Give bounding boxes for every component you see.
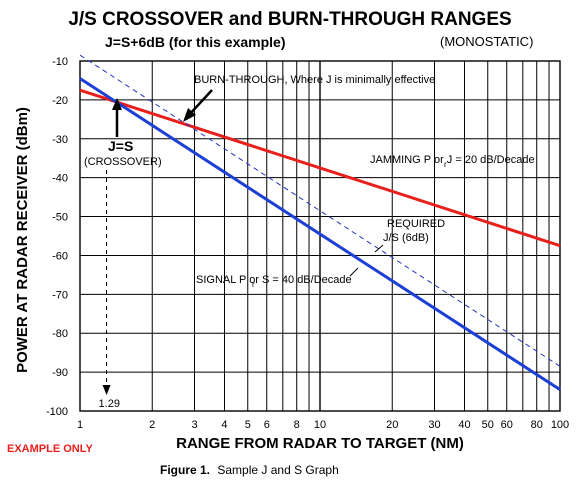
grid bbox=[80, 61, 560, 411]
axes bbox=[79, 60, 561, 412]
x-tick-label: 1 bbox=[77, 419, 83, 431]
example-only-label: EXAMPLE ONLY bbox=[7, 443, 93, 455]
y-tick-label: -40 bbox=[52, 173, 68, 185]
required-js-annotation: J/S (6dB) bbox=[383, 232, 429, 244]
crossover-value-label: 1.29 bbox=[99, 398, 120, 410]
burn-through-annotation: BURN-THROUGH, Where J is minimally effec… bbox=[194, 74, 435, 86]
x-axis-label: RANGE FROM RADAR TO TARGET (NM) bbox=[176, 435, 464, 452]
plot-frame bbox=[79, 60, 561, 412]
y-tick-label: -100 bbox=[46, 406, 68, 418]
required-annotation: REQUIRED bbox=[387, 218, 445, 230]
y-tick-label: -50 bbox=[52, 212, 68, 224]
x-tick-label: 30 bbox=[428, 419, 440, 431]
signal-subscript: r bbox=[252, 280, 255, 289]
x-tick-label: 20 bbox=[386, 419, 398, 431]
y-axis-label: POWER AT RADAR RECEIVER (dBm) bbox=[14, 107, 31, 373]
jamming-annotation: JAMMING P or J = 20 dB/Decade bbox=[370, 154, 535, 166]
y-tick-label: -60 bbox=[52, 250, 68, 262]
js-annotation: J=S bbox=[108, 138, 133, 154]
figure-label: Figure 1. bbox=[160, 463, 210, 477]
burn-through-arrow-head bbox=[183, 108, 196, 122]
y-tick-label: -20 bbox=[52, 95, 68, 107]
figure-caption: Figure 1. Sample J and S Graph bbox=[160, 463, 339, 477]
crossover-drop-arrow-head bbox=[102, 385, 111, 395]
x-tick-label: 50 bbox=[482, 419, 494, 431]
figure-caption-text: Sample J and S Graph bbox=[217, 463, 338, 477]
y-tick-label: -80 bbox=[52, 328, 68, 340]
chart-subtitle: J=S+6dB (for this example) bbox=[105, 34, 286, 50]
x-tick-label: 100 bbox=[551, 419, 569, 431]
y-tick-label: -30 bbox=[52, 134, 68, 146]
y-tick-labels: -10 -20 -30 -40 -50 -60 -70 -80 -90 -100 bbox=[46, 56, 68, 418]
x-tick-label: 3 bbox=[191, 419, 197, 431]
x-tick-label: 8 bbox=[294, 419, 300, 431]
x-tick-label: 4 bbox=[221, 419, 227, 431]
chart-title: J/S CROSSOVER and BURN-THROUGH RANGES bbox=[68, 9, 511, 30]
x-tick-label: 10 bbox=[314, 419, 326, 431]
y-tick-label: -90 bbox=[52, 367, 68, 379]
jamming-subscript: r bbox=[444, 160, 447, 169]
x-tick-label: 60 bbox=[501, 419, 513, 431]
crossover-arrow-head bbox=[112, 98, 122, 110]
series-lines bbox=[79, 54, 561, 391]
burn-through-arrow-shaft bbox=[188, 89, 213, 116]
series-line-jamming bbox=[79, 88, 561, 248]
series-line-signal bbox=[79, 77, 561, 391]
x-tick-label: 2 bbox=[149, 419, 155, 431]
x-tick-label: 80 bbox=[531, 419, 543, 431]
x-tick-label: 40 bbox=[458, 419, 470, 431]
required-pointer bbox=[374, 244, 384, 253]
crossover-annotation: (CROSSOVER) bbox=[84, 156, 162, 168]
chart-subtitle-monostatic: (MONOSTATIC) bbox=[440, 34, 533, 49]
y-tick-label: -10 bbox=[52, 56, 68, 68]
signal-annotation: SIGNAL P or S = 40 dB/Decade bbox=[196, 274, 352, 286]
x-tick-label: 6 bbox=[264, 419, 270, 431]
annotations: BURN-THROUGH, Where J is minimally effec… bbox=[84, 74, 535, 410]
y-tick-label: -70 bbox=[52, 289, 68, 301]
signal-pointer bbox=[349, 267, 359, 277]
x-tick-labels: 1 2 3 4 5 6 8 10 20 30 40 50 60 80 100 bbox=[77, 419, 569, 431]
x-tick-label: 5 bbox=[245, 419, 251, 431]
